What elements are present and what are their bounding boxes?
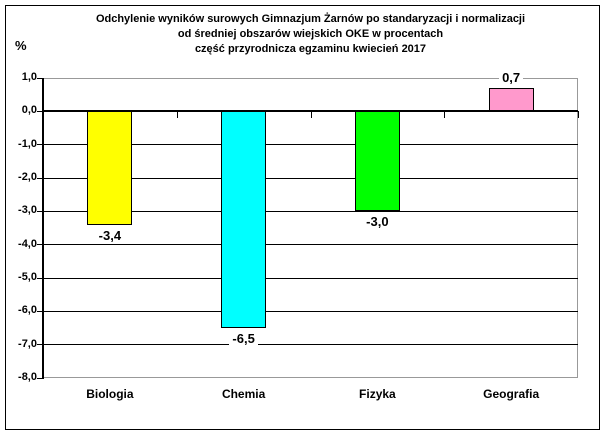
bar-value-label: 0,7 [471,70,551,85]
bar-value-text: -3,0 [363,214,392,230]
y-tick-label: -5,0 [18,271,37,283]
y-axis-unit-label: % [15,38,27,53]
y-axis-tick [37,344,43,346]
bar-fizyka [354,111,400,212]
y-tick-label: -7,0 [18,337,37,350]
y-tick-label: 0,0 [21,104,37,117]
y-axis-tick [37,177,43,179]
chart-outer-border [5,5,600,430]
gridline [43,177,578,179]
bar-value-text: -3,4 [95,227,125,243]
y-tick-label: -4,0 [18,237,37,250]
y-axis-tick [37,244,43,246]
y-tick-label: -8,0 [18,371,37,383]
gridline [43,344,578,346]
gridline [43,310,578,312]
bar-value-text: 0,7 [499,70,524,85]
y-axis-tick [37,110,43,112]
chart-title: Odchylenie wyników surowych Gimnazjum Ża… [43,12,578,57]
y-tick-label: -3,0 [18,204,37,217]
x-category-label: Biologia [86,387,134,401]
x-category-label: Chemia [221,387,266,401]
y-tick-label: 1,0 [21,71,37,83]
bar-geografia [488,88,534,112]
bar-value-label: -3,0 [337,214,417,230]
bar-value-label: -6,5 [204,331,284,346]
y-tick-label: -6,0 [18,304,37,317]
y-axis-tick [37,377,43,379]
y-tick-label: -2,0 [18,171,37,183]
bar-value-label: -3,4 [70,227,150,243]
gridline [43,144,578,146]
x-category-label: Geografia [483,387,540,401]
x-axis-tick [578,111,579,119]
y-axis-tick [37,210,43,212]
y-axis-tick [37,277,43,279]
y-axis-tick [37,77,43,79]
x-axis-tick [176,111,178,119]
gridline [43,244,578,246]
bar-chemia [221,111,267,328]
y-axis-tick [37,144,43,146]
chart-title-line-2: od średniej obszarów wiejskich OKE w pro… [177,28,444,40]
x-axis-tick [444,111,446,119]
gridline [43,277,578,279]
chart-title-line-1: Odchylenie wyników surowych Gimnazjum Ża… [95,13,526,25]
y-tick-label: -1,0 [18,137,37,150]
y-axis-line [42,78,44,379]
gridline [43,210,578,212]
y-axis-tick [37,310,43,312]
bar-biologia [87,111,133,225]
chart-title-line-3: część przyrodnicza egzaminu kwiecień 201… [194,43,427,55]
x-axis-tick [310,111,312,119]
x-category-label: Fizyka [359,387,396,401]
bar-value-text: -6,5 [229,331,258,346]
